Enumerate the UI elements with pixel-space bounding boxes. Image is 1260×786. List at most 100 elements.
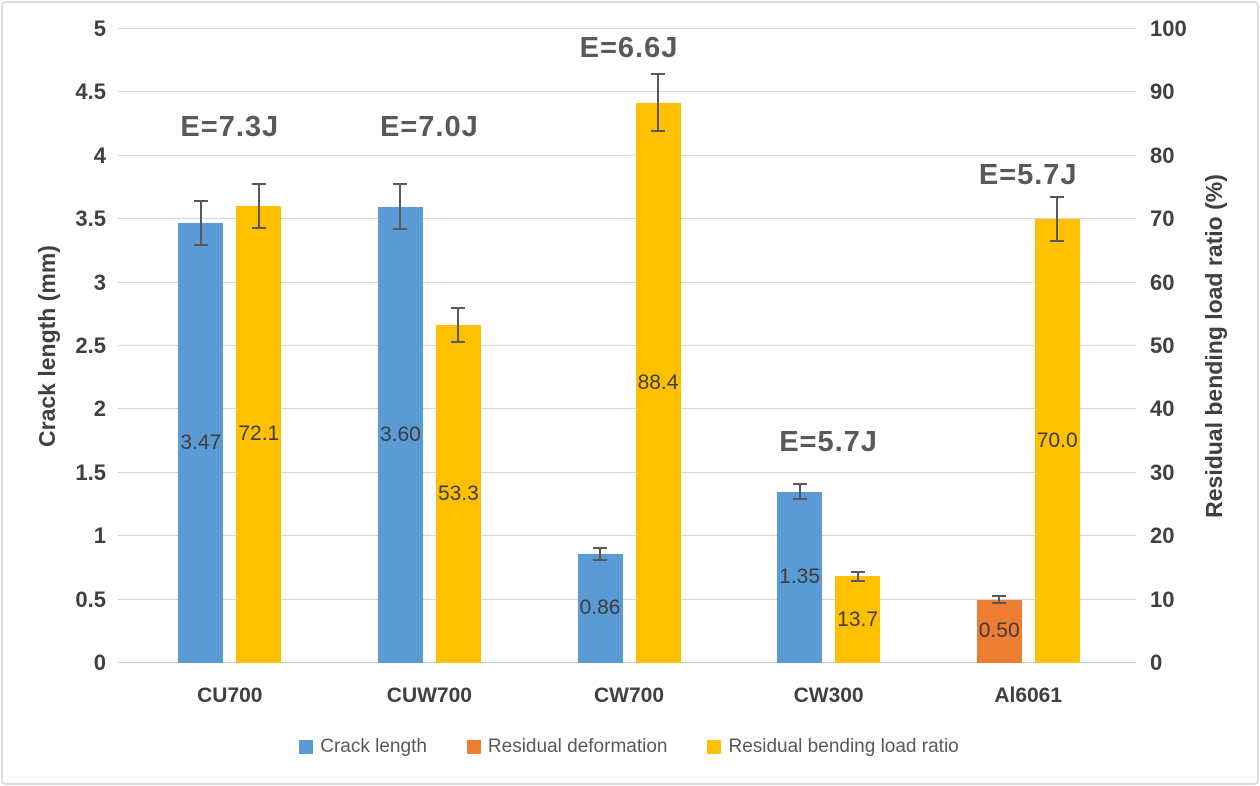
right-axis-tick-label: 0 [1150, 650, 1163, 675]
error-bar-cap-bottom [193, 243, 208, 246]
left-axis-tick-label: 0.5 [75, 586, 106, 612]
bar-crack-length-cuw700 [377, 206, 423, 663]
right-axis-tick-label: 50 [1150, 333, 1175, 358]
error-bar-cap-top [451, 306, 466, 309]
error-bar-cap-top [251, 182, 266, 185]
gridline [118, 598, 1136, 600]
error-bar-line [257, 183, 260, 229]
error-bar-line [599, 547, 601, 561]
error-bar-cap-top [992, 594, 1007, 597]
data-label: 72.1 [238, 422, 280, 446]
error-bar-line [798, 484, 801, 500]
gridline [118, 28, 1136, 29]
legend-swatch-icon [707, 740, 722, 754]
legend-swatch-icon [299, 740, 314, 754]
gridline [118, 218, 1136, 220]
bar-residual-deformation-al6061 [976, 599, 1022, 663]
data-label: 53.3 [437, 482, 479, 506]
right-axis-tick-label: 60 [1150, 269, 1175, 295]
data-label: 3.60 [379, 422, 421, 446]
gridline [118, 154, 1136, 156]
annotation-energy: E=5.7J [779, 426, 878, 459]
annotation-energy: E=6.6J [579, 32, 679, 65]
data-label: 0.50 [978, 619, 1020, 643]
annotation-energy: E=7.0J [380, 110, 479, 143]
left-axis-tick-label: 4.5 [75, 79, 106, 105]
right-axis-tick-label: 20 [1150, 523, 1175, 549]
error-bar-cap-bottom [792, 498, 807, 501]
error-bar-cap-bottom [251, 227, 266, 230]
left-axis-tick-label: 1 [93, 523, 106, 549]
legend-item-residual-bending-load-ratio: Residual bending load ratio [707, 736, 959, 758]
error-bar-cap-top [651, 73, 665, 75]
gridline [118, 408, 1136, 410]
error-bar-cap-bottom [850, 579, 865, 582]
legend-label: Crack length [320, 736, 427, 757]
error-bar-line [998, 595, 1001, 604]
bar-crack-length-cu700 [178, 223, 224, 663]
legend: Crack length Residual deformation Residual… [130, 736, 1128, 758]
right-axis-tick-label: 90 [1150, 79, 1175, 105]
error-bar-line [399, 183, 402, 230]
data-label: 1.35 [779, 565, 821, 589]
right-axis-tick-label: 100 [1150, 16, 1187, 41]
error-bar-line [199, 201, 202, 245]
right-axis-tick-label: 40 [1150, 396, 1175, 422]
error-bar-line [856, 571, 859, 581]
error-bar-cap-bottom [593, 559, 607, 562]
error-bar-line [657, 74, 659, 132]
right-axis-tick-label: 70 [1150, 206, 1175, 232]
error-bar-cap-top [393, 182, 408, 185]
bar-residual-bending-load-ratio-cu700 [236, 205, 282, 663]
error-bar-cap-top [1050, 196, 1065, 198]
category-label: CUW700 [386, 684, 472, 707]
left-axis-tick-label: 0 [93, 650, 106, 675]
data-label: 13.7 [837, 607, 879, 631]
legend-item-residual-deformation: Residual deformation [466, 736, 668, 758]
error-bar-cap-bottom [992, 602, 1007, 605]
annotation-energy: E=7.3J [180, 110, 280, 143]
right-axis-tick-label: 80 [1150, 142, 1175, 168]
error-bar-cap-top [193, 200, 208, 203]
left-axis-tick-label: 2 [93, 396, 106, 422]
right-axis-tick-label: 30 [1150, 459, 1175, 485]
gridline [118, 91, 1136, 93]
legend-swatch-icon [466, 740, 481, 754]
category-label: CW700 [593, 684, 665, 707]
left-axis-tick-label: 3.5 [75, 206, 106, 232]
bar-residual-bending-load-ratio-cuw700 [435, 325, 481, 663]
legend-label: Residual deformation [487, 736, 668, 757]
annotation-energy: E=5.7J [978, 158, 1078, 191]
legend-item-crack-length: Crack length [299, 736, 427, 758]
right-axis-tick-label: 10 [1150, 586, 1175, 612]
x-axis-line [118, 662, 1136, 663]
error-bar-cap-top [593, 546, 607, 549]
left-axis-tick-label: 4 [93, 142, 106, 168]
bar-residual-bending-load-ratio-cw300 [835, 576, 881, 663]
bar-crack-length-cw300 [777, 491, 823, 663]
error-bar-cap-bottom [1050, 240, 1065, 243]
data-label: 0.86 [579, 596, 621, 620]
data-label: 70.0 [1036, 429, 1078, 453]
error-bar-cap-bottom [451, 341, 466, 344]
gridline [118, 345, 1136, 346]
left-axis-tick-label: 5 [93, 16, 106, 41]
bar-crack-length-cw700 [577, 553, 623, 663]
error-bar-cap-top [792, 483, 807, 486]
category-label: CW300 [793, 684, 864, 707]
error-bar-line [457, 307, 460, 343]
category-label: Al6061 [994, 684, 1063, 707]
gridline [118, 281, 1136, 283]
data-label: 88.4 [637, 370, 679, 394]
left-axis-tick-label: 1.5 [75, 459, 106, 485]
data-label: 3.47 [180, 431, 222, 454]
gridline [118, 471, 1136, 473]
bar-residual-bending-load-ratio-al6061 [1034, 219, 1080, 663]
bar-residual-bending-load-ratio-cw700 [635, 102, 681, 663]
category-label: CU700 [197, 684, 263, 707]
left-axis-tick-label: 2.5 [75, 333, 106, 358]
left-axis-tick-label: 3 [93, 269, 106, 295]
error-bar-cap-bottom [393, 228, 408, 231]
